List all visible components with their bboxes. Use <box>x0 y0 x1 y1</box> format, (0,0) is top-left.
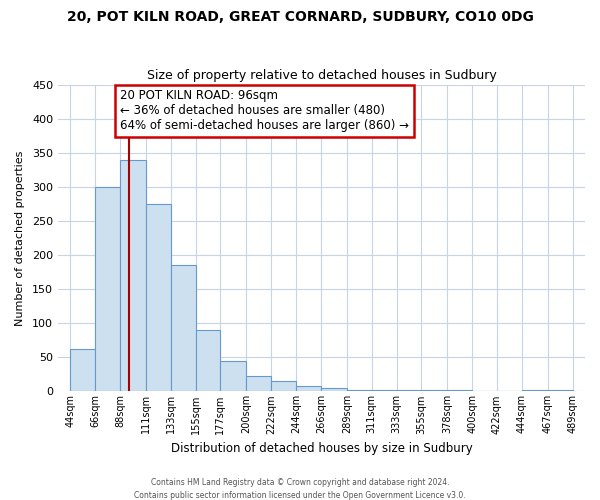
Bar <box>271 381 296 392</box>
Bar <box>522 390 548 392</box>
Bar <box>220 360 247 392</box>
Bar <box>95 187 120 392</box>
Bar <box>171 265 196 392</box>
Bar <box>70 349 95 392</box>
Bar <box>247 376 271 392</box>
Text: 20 POT KILN ROAD: 96sqm
← 36% of detached houses are smaller (480)
64% of semi-d: 20 POT KILN ROAD: 96sqm ← 36% of detache… <box>120 90 409 132</box>
Bar <box>296 386 321 392</box>
Title: Size of property relative to detached houses in Sudbury: Size of property relative to detached ho… <box>146 69 496 82</box>
Bar <box>146 204 171 392</box>
Bar <box>347 390 371 392</box>
Y-axis label: Number of detached properties: Number of detached properties <box>15 150 25 326</box>
Bar <box>321 388 347 392</box>
Bar <box>548 390 572 392</box>
Bar <box>120 160 146 392</box>
Bar <box>421 390 448 392</box>
Bar <box>371 390 397 392</box>
Bar <box>196 330 220 392</box>
Bar <box>397 390 421 392</box>
Text: 20, POT KILN ROAD, GREAT CORNARD, SUDBURY, CO10 0DG: 20, POT KILN ROAD, GREAT CORNARD, SUDBUR… <box>67 10 533 24</box>
Bar <box>448 390 472 392</box>
X-axis label: Distribution of detached houses by size in Sudbury: Distribution of detached houses by size … <box>170 442 472 455</box>
Text: Contains HM Land Registry data © Crown copyright and database right 2024.
Contai: Contains HM Land Registry data © Crown c… <box>134 478 466 500</box>
